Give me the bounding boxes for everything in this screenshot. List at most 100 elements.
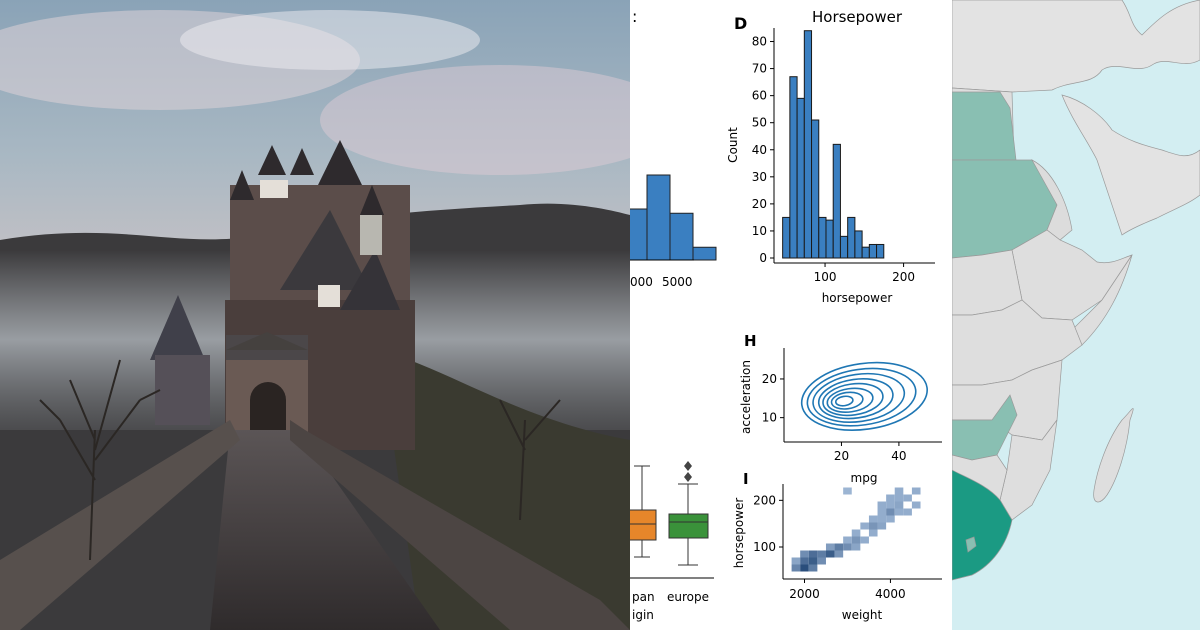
panel-d: D Horsepower 0 10 20 30 40 50 60 70 80 100 200 hor… (726, 8, 935, 305)
heatmap-cell (825, 543, 835, 551)
histogram-bar (832, 143, 841, 259)
y-tick-label: 0 (759, 251, 767, 265)
ethiopia (1011, 229, 1133, 321)
kde-contour (812, 372, 906, 423)
heatmap-cell (791, 557, 801, 565)
histogram-bar (789, 76, 798, 259)
y-tick-label: 100 (753, 540, 776, 554)
heatmap-cell (894, 501, 904, 509)
chart-title: Horsepower (812, 8, 903, 26)
histogram-bars (782, 30, 885, 259)
kde-contour (800, 361, 928, 431)
heatmap-cell (800, 550, 809, 558)
heatmap-cell (860, 536, 869, 544)
histogram-bar (782, 216, 791, 259)
y-tick-label: 10 (762, 411, 777, 425)
heatmap-cell (800, 557, 809, 565)
heatmap-cell (843, 536, 852, 544)
land-regions (952, 0, 1200, 581)
y-tick-label: 20 (762, 372, 777, 386)
partial-title-fragment: : (632, 7, 637, 26)
y-tick-label: 20 (752, 197, 767, 211)
box-label-europe: europe (667, 590, 709, 604)
histogram-bar (839, 235, 849, 259)
heatmap-cell (886, 501, 895, 509)
cobblestone-road (210, 430, 440, 630)
kde-contour (806, 367, 917, 427)
kde-contour (817, 378, 894, 420)
kde-contour (830, 391, 864, 410)
histogram-bar (876, 243, 885, 259)
y-axis-label: acceleration (739, 360, 753, 434)
heatmap-cell (834, 550, 844, 558)
southern-ocean (952, 582, 1200, 630)
right-wall (290, 420, 630, 630)
histogram-axes: 0 10 20 30 40 50 60 70 80 100 200 (752, 28, 935, 284)
heatmap-cell (791, 564, 801, 572)
y-axis-label: Count (726, 127, 740, 163)
heatmap-cell (817, 550, 826, 558)
kde-contour (826, 387, 874, 413)
y-tick-label: 30 (752, 170, 767, 184)
heatmap-cell (877, 501, 887, 509)
partial-histogram-bar (630, 208, 648, 261)
boxplot-japan (630, 465, 657, 558)
heatmap-cell (817, 557, 826, 565)
charts-panel: : 000 5000 (630, 0, 952, 630)
africa-map (952, 0, 1200, 630)
cloud (180, 10, 480, 70)
partial-tick-label: 000 (630, 275, 653, 289)
y-tick-label: 60 (752, 89, 767, 103)
heatmap-cell (834, 543, 844, 551)
heatmap-cell (877, 508, 887, 516)
castle-photo-svg (0, 0, 630, 630)
heatmap-cell (877, 515, 887, 523)
heatmap-cell (903, 508, 912, 516)
kde-contour (822, 382, 884, 417)
left-wall (0, 420, 240, 630)
heatmap-cell (808, 550, 818, 558)
lesotho (965, 536, 977, 553)
y-tick-label: 80 (752, 35, 767, 49)
histogram-bar (803, 30, 813, 259)
panel-i: I 100 200 2000 4000 weight horsepower (732, 470, 942, 622)
heatmap-cell (800, 564, 809, 572)
histogram-bar (854, 230, 863, 259)
outlier-marker (684, 472, 692, 482)
histogram-bar (868, 243, 878, 259)
box-label-japan: pan (632, 590, 655, 604)
partial-histogram-bar (646, 174, 671, 261)
heatmap-cell (911, 487, 921, 495)
panel-letter: D (734, 14, 747, 33)
africa-map-svg (952, 0, 1200, 630)
madagascar (1093, 408, 1134, 503)
y-axis-label: horsepower (732, 498, 746, 569)
histogram-bar (811, 119, 820, 259)
heatmap-cell (808, 564, 818, 572)
charts-svg: : 000 5000 (630, 7, 942, 622)
x-axis-label: weight (842, 608, 883, 622)
bare-tree (39, 359, 561, 561)
kde-axes: 10 20 20 40 (762, 348, 942, 463)
heatmap-cell (877, 522, 887, 530)
x-axis-label: mpg (851, 471, 878, 485)
partial-left-plots: : 000 5000 (630, 7, 717, 622)
x-tick-label: 2000 (789, 587, 820, 601)
panel-letter: I (743, 470, 749, 488)
heatmap-cell (894, 508, 904, 516)
heatmap-cell (894, 494, 904, 502)
heatmap-cell (868, 522, 878, 530)
heatmap-cell (894, 487, 904, 495)
egypt (952, 91, 1017, 161)
heatmap-cells (791, 487, 921, 572)
y-tick-label: 70 (752, 62, 767, 76)
heatmap-cell (825, 550, 835, 558)
heatmap-cell (903, 494, 912, 502)
x-tick-label: 20 (834, 449, 849, 463)
x-tick-label: 100 (814, 270, 837, 284)
heatmap-cell (851, 529, 861, 537)
x-tick-label: 4000 (875, 587, 906, 601)
kde-contour (834, 395, 854, 407)
partial-histogram-bar (692, 246, 717, 261)
panel-letter: H (744, 332, 757, 350)
